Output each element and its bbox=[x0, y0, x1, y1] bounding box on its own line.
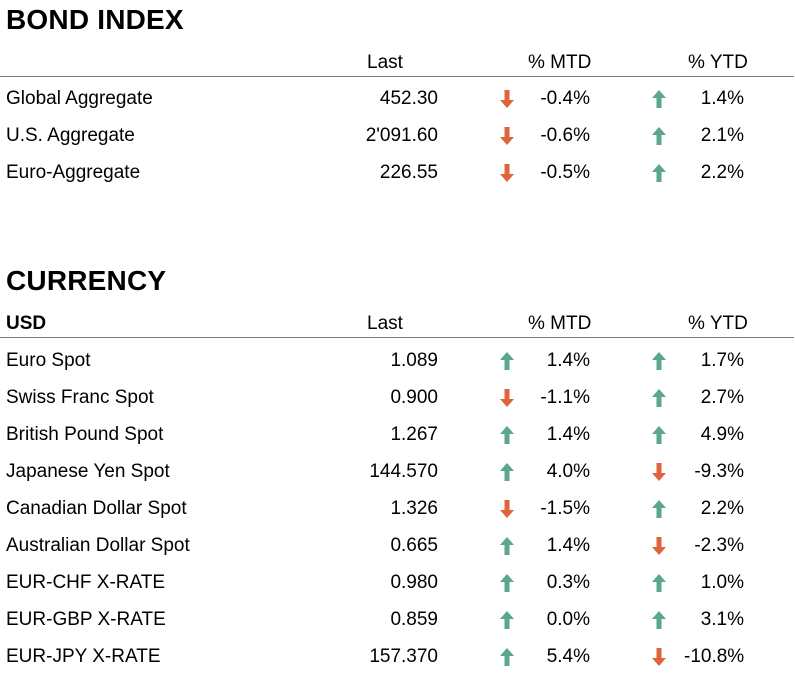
row-mtd: -0.4% bbox=[540, 88, 590, 109]
row-last: 452.30 bbox=[379, 88, 438, 109]
row-ytd: 2.2% bbox=[700, 498, 744, 519]
arrow-up-icon bbox=[651, 126, 667, 146]
arrow-down-icon bbox=[499, 388, 515, 408]
row-name: Australian Dollar Spot bbox=[6, 535, 190, 556]
table-row: EUR-GBP X-RATE 0.859 0.0% 3.1% bbox=[0, 607, 794, 641]
table-row: Swiss Franc Spot 0.900 -1.1% 2.7% bbox=[0, 385, 794, 419]
row-last: 1.267 bbox=[390, 424, 438, 445]
arrow-up-icon bbox=[499, 351, 515, 371]
arrow-down-icon bbox=[651, 647, 667, 667]
arrow-down-icon bbox=[499, 499, 515, 519]
bond-header-row: Last % MTD % YTD bbox=[0, 50, 794, 77]
row-last: 0.665 bbox=[390, 535, 438, 556]
table-row: U.S. Aggregate 2'091.60 -0.6% 2.1% bbox=[0, 123, 794, 157]
row-last: 0.859 bbox=[390, 609, 438, 630]
arrow-down-icon bbox=[499, 89, 515, 109]
row-name: EUR-GBP X-RATE bbox=[6, 609, 166, 630]
arrow-up-icon bbox=[499, 536, 515, 556]
row-mtd: -1.5% bbox=[540, 498, 590, 519]
arrow-up-icon bbox=[651, 573, 667, 593]
arrow-down-icon bbox=[499, 126, 515, 146]
row-name: EUR-JPY X-RATE bbox=[6, 646, 161, 667]
row-name: Japanese Yen Spot bbox=[6, 461, 170, 482]
arrow-down-icon bbox=[651, 462, 667, 482]
row-last: 226.55 bbox=[379, 162, 438, 183]
row-mtd: 0.3% bbox=[546, 572, 590, 593]
arrow-down-icon bbox=[651, 536, 667, 556]
arrow-up-icon bbox=[651, 351, 667, 371]
row-mtd: -0.5% bbox=[540, 162, 590, 183]
currency-header-name: USD bbox=[6, 313, 47, 334]
arrow-up-icon bbox=[651, 425, 667, 445]
row-name: British Pound Spot bbox=[6, 424, 164, 445]
table-row: Australian Dollar Spot 0.665 1.4% -2.3% bbox=[0, 533, 794, 567]
arrow-up-icon bbox=[651, 89, 667, 109]
row-mtd: -0.6% bbox=[540, 125, 590, 146]
row-mtd: 1.4% bbox=[546, 350, 590, 371]
row-last: 0.900 bbox=[390, 387, 438, 408]
row-last: 2'091.60 bbox=[365, 125, 438, 146]
row-name: Global Aggregate bbox=[6, 88, 153, 109]
bond-index-title: BOND INDEX bbox=[6, 4, 184, 35]
arrow-up-icon bbox=[499, 573, 515, 593]
row-last: 157.370 bbox=[369, 646, 438, 667]
row-mtd: 1.4% bbox=[546, 424, 590, 445]
table-row: Euro Spot 1.089 1.4% 1.7% bbox=[0, 348, 794, 382]
arrow-up-icon bbox=[651, 610, 667, 630]
arrow-up-icon bbox=[499, 610, 515, 630]
bond-header-ytd: % YTD bbox=[688, 52, 748, 73]
row-last: 1.089 bbox=[390, 350, 438, 371]
row-ytd: 3.1% bbox=[700, 609, 744, 630]
row-ytd: -10.8% bbox=[684, 646, 745, 667]
table-row: Japanese Yen Spot 144.570 4.0% -9.3% bbox=[0, 459, 794, 493]
row-ytd: 4.9% bbox=[700, 424, 744, 445]
table-row: Global Aggregate 452.30 -0.4% 1.4% bbox=[0, 86, 794, 120]
row-ytd: 1.4% bbox=[700, 88, 744, 109]
row-mtd: 5.4% bbox=[546, 646, 590, 667]
arrow-up-icon bbox=[651, 163, 667, 183]
row-last: 144.570 bbox=[369, 461, 438, 482]
row-name: Euro Spot bbox=[6, 350, 91, 371]
row-name: Canadian Dollar Spot bbox=[6, 498, 187, 519]
row-ytd: -9.3% bbox=[694, 461, 744, 482]
row-mtd: 1.4% bbox=[546, 535, 590, 556]
row-ytd: 1.7% bbox=[700, 350, 744, 371]
bond-header-mtd: % MTD bbox=[528, 52, 592, 73]
table-row: EUR-CHF X-RATE 0.980 0.3% 1.0% bbox=[0, 570, 794, 604]
row-last: 0.980 bbox=[390, 572, 438, 593]
row-name: EUR-CHF X-RATE bbox=[6, 572, 166, 593]
row-mtd: -1.1% bbox=[540, 387, 590, 408]
table-row: Canadian Dollar Spot 1.326 -1.5% 2.2% bbox=[0, 496, 794, 530]
row-name: Euro-Aggregate bbox=[6, 162, 141, 183]
bond-header-last: Last bbox=[367, 52, 403, 73]
table-row: EUR-JPY X-RATE 157.370 5.4% -10.8% bbox=[0, 644, 794, 678]
arrow-up-icon bbox=[499, 462, 515, 482]
row-name: U.S. Aggregate bbox=[6, 125, 135, 146]
currency-title: CURRENCY bbox=[6, 265, 167, 296]
currency-header-row: USD Last % MTD % YTD bbox=[0, 311, 794, 338]
row-ytd: 1.0% bbox=[700, 572, 744, 593]
row-mtd: 0.0% bbox=[546, 609, 590, 630]
arrow-up-icon bbox=[651, 499, 667, 519]
table-row: Euro-Aggregate 226.55 -0.5% 2.2% bbox=[0, 160, 794, 194]
currency-header-mtd: % MTD bbox=[528, 313, 592, 334]
row-mtd: 4.0% bbox=[546, 461, 590, 482]
row-ytd: 2.2% bbox=[700, 162, 744, 183]
arrow-up-icon bbox=[499, 425, 515, 445]
currency-header-ytd: % YTD bbox=[688, 313, 748, 334]
row-ytd: -2.3% bbox=[694, 535, 744, 556]
arrow-down-icon bbox=[499, 163, 515, 183]
table-row: British Pound Spot 1.267 1.4% 4.9% bbox=[0, 422, 794, 456]
arrow-up-icon bbox=[499, 647, 515, 667]
row-name: Swiss Franc Spot bbox=[6, 387, 154, 408]
row-last: 1.326 bbox=[390, 498, 438, 519]
currency-header-last: Last bbox=[367, 313, 403, 334]
row-ytd: 2.7% bbox=[700, 387, 744, 408]
row-ytd: 2.1% bbox=[700, 125, 744, 146]
arrow-up-icon bbox=[651, 388, 667, 408]
